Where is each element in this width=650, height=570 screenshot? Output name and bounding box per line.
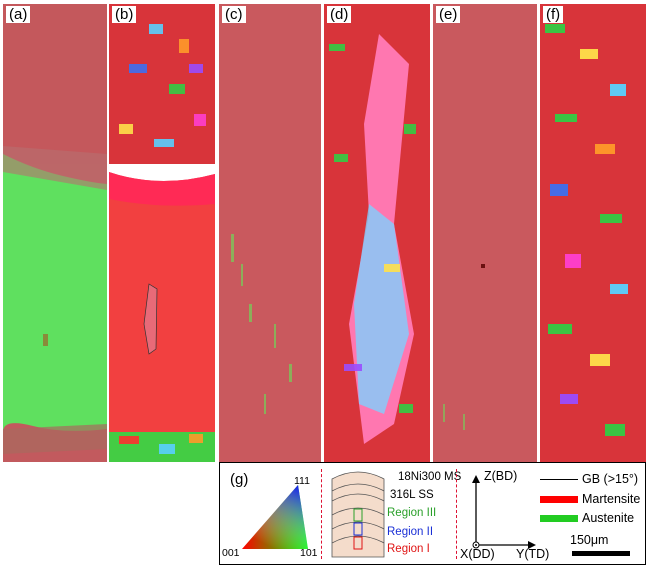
key-gb-label: GB (>15°)	[582, 472, 639, 486]
region-label-iii: Region III	[387, 507, 437, 519]
panel-label: (f)	[543, 6, 564, 23]
panel-e-phase-map: (e)	[433, 4, 537, 462]
key-austenite-label: Austenite	[582, 511, 635, 525]
region-label-ii: Region II	[387, 526, 434, 538]
panel-label: (c)	[222, 6, 246, 23]
sample-schematic	[331, 471, 385, 558]
ipf-label-right: 101	[300, 547, 318, 559]
panel-f-orientation-map: (f)	[540, 4, 646, 462]
key-gb-line	[540, 479, 578, 480]
legend-separator	[321, 469, 322, 559]
key-martensite-label: Martensite	[582, 492, 641, 506]
layer-label-316l: 316L SS	[390, 489, 434, 501]
scale-bar	[572, 551, 630, 556]
panel-label: (b)	[112, 6, 137, 23]
axis-label-z: Z(BD)	[484, 469, 518, 483]
panel-d-orientation-map: (d)	[324, 4, 430, 462]
ipf-triangle	[242, 485, 308, 549]
panel-c-phase-map: (c)	[219, 4, 321, 462]
legend-panel-label: (g)	[230, 471, 249, 488]
legend-separator	[456, 469, 457, 559]
key-austenite-swatch	[540, 515, 578, 522]
axes-diagram	[472, 475, 536, 549]
region-label-i: Region I	[387, 543, 430, 555]
axis-label-x: X(DD)	[460, 547, 495, 561]
ipf-label-left: 001	[222, 547, 240, 559]
ipf-label-top: 111	[294, 475, 310, 487]
layer-label-18ni300: 18Ni300 MS	[398, 471, 462, 483]
panel-b-orientation-map: (b)	[109, 4, 215, 462]
panel-label: (a)	[6, 6, 31, 23]
panel-label: (e)	[436, 6, 461, 23]
axis-label-y: Y(TD)	[516, 547, 550, 561]
panel-a-phase-map: (a)	[3, 4, 107, 462]
key-martensite-swatch	[540, 496, 578, 503]
legend-panel: (g) 111 001 101 18Ni300 MS 316L SS	[219, 462, 646, 565]
scale-bar-label: 150μm	[570, 533, 609, 547]
panel-label: (d)	[327, 6, 352, 23]
